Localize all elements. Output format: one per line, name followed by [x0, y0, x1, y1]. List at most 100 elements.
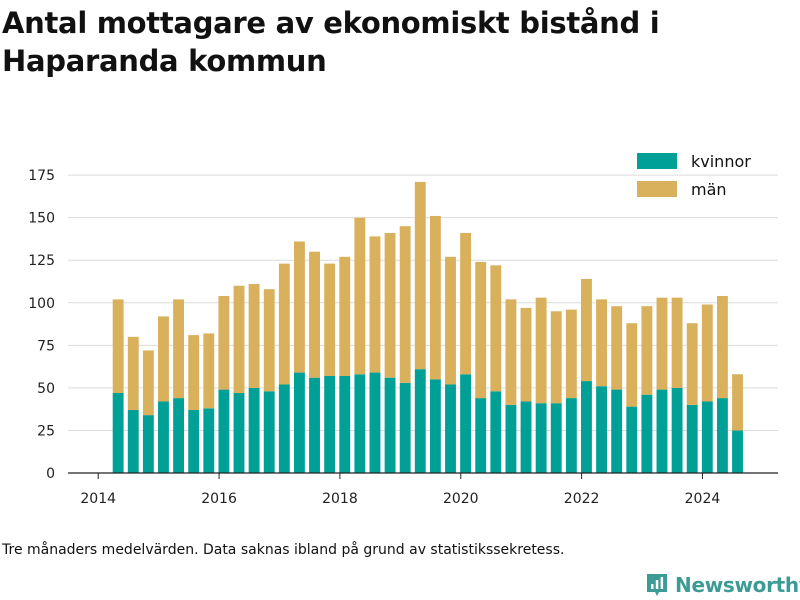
bar-män: [127, 336, 139, 411]
bar-män: [550, 311, 562, 404]
bar-kvinnor: [142, 415, 154, 473]
bar-män: [248, 284, 260, 388]
bar-kvinnor: [339, 375, 351, 473]
y-tick-label: 125: [28, 253, 55, 269]
bar-män: [429, 215, 441, 380]
bars: [112, 181, 743, 473]
axes: 0 25 50 75 100 125 150 175 2014 2016 2018 2020 2022 2…: [28, 168, 778, 507]
bar-kvinnor: [716, 398, 728, 473]
bar-kvinnor: [626, 406, 638, 473]
bar-män: [686, 323, 698, 405]
bar-kvinnor: [535, 403, 547, 473]
bar-män: [626, 323, 638, 407]
bar-män: [142, 350, 154, 416]
bar-kvinnor: [309, 377, 320, 473]
bar-män: [656, 297, 668, 390]
bar-kvinnor: [218, 389, 230, 473]
bar-män: [581, 278, 592, 382]
bar-män: [671, 297, 683, 388]
bar-män: [293, 241, 305, 373]
bar-kvinnor: [475, 398, 487, 473]
x-tick-label: 2018: [322, 491, 358, 507]
x-tick-label: 2020: [443, 491, 479, 507]
bar-kvinnor: [701, 401, 713, 473]
brand-logo: Newsworthy: [645, 570, 800, 600]
bar-män: [445, 256, 456, 385]
bar-män: [203, 333, 215, 409]
bar-män: [158, 316, 169, 402]
bar-kvinnor: [278, 384, 290, 473]
bar-kvinnor: [656, 389, 668, 473]
bar-kvinnor: [158, 401, 169, 473]
bar-män: [324, 263, 336, 376]
y-tick-label: 25: [37, 423, 55, 439]
y-tick-label: 75: [37, 338, 55, 354]
bar-män: [505, 299, 517, 405]
bar-kvinnor: [460, 374, 472, 473]
bar-kvinnor: [203, 408, 215, 473]
bar-kvinnor: [188, 410, 200, 473]
bar-män: [384, 232, 396, 378]
bar-män: [611, 306, 623, 390]
bar-kvinnor: [686, 404, 698, 473]
bar-män: [369, 236, 381, 373]
bar-kvinnor: [263, 391, 275, 473]
bar-män: [399, 226, 411, 383]
stacked-bar-chart: 0 25 50 75 100 125 150 175 2014 2016 2018 2020 2022 2…: [28, 152, 778, 507]
bar-kvinnor: [429, 379, 441, 473]
bar-kvinnor: [596, 386, 607, 473]
bar-kvinnor: [248, 387, 260, 473]
bar-män: [263, 289, 275, 392]
bar-kvinnor: [384, 377, 396, 473]
y-tick-label: 100: [28, 296, 55, 312]
bar-män: [354, 217, 366, 375]
footnote: Tre månaders medelvärden. Data saknas ib…: [2, 542, 565, 558]
bar-kvinnor: [293, 372, 305, 473]
newsworthy-logo-icon: [647, 574, 667, 596]
bar-kvinnor: [369, 372, 381, 473]
bar-kvinnor: [550, 403, 562, 473]
bar-kvinnor: [399, 382, 411, 473]
x-tick-label: 2016: [201, 491, 237, 507]
legend-swatch-kvinnor: [637, 153, 677, 169]
bar-män: [596, 299, 607, 387]
y-tick-label: 0: [46, 466, 55, 482]
bar-kvinnor: [173, 398, 185, 473]
bar-kvinnor: [641, 394, 653, 473]
bar-kvinnor: [520, 401, 532, 473]
bar-kvinnor: [127, 410, 139, 473]
bar-män: [490, 265, 502, 392]
bar-män: [460, 232, 472, 375]
bar-män: [218, 295, 230, 390]
bar-män: [112, 299, 124, 393]
bar-män: [233, 285, 245, 393]
bar-kvinnor: [233, 392, 245, 473]
bar-män: [535, 297, 547, 404]
x-tick-label: 2014: [80, 491, 116, 507]
bar-kvinnor: [324, 375, 336, 473]
legend-swatch-män: [637, 181, 677, 197]
y-tick-label: 175: [28, 168, 55, 184]
bar-kvinnor: [611, 389, 623, 473]
bar-män: [565, 309, 577, 399]
bar-kvinnor: [414, 369, 426, 473]
bar-män: [278, 263, 290, 385]
bar-män: [475, 261, 487, 399]
bar-män: [188, 335, 200, 411]
bar-kvinnor: [445, 384, 456, 473]
y-tick-label: 50: [37, 381, 55, 397]
bar-män: [339, 256, 351, 376]
bar-män: [641, 306, 653, 395]
bar-kvinnor: [581, 381, 592, 473]
x-tick-label: 2022: [564, 491, 600, 507]
bar-kvinnor: [112, 392, 124, 473]
y-tick-label: 150: [28, 211, 55, 227]
bar-män: [520, 307, 532, 402]
brand-name: Newsworthy: [675, 573, 800, 597]
x-tick-label: 2024: [685, 491, 721, 507]
bar-män: [716, 295, 728, 399]
bar-kvinnor: [354, 374, 366, 473]
legend: kvinnor män: [637, 152, 751, 199]
bar-män: [414, 181, 426, 370]
chart-title: Antal mottagare av ekonomiskt bistånd i …: [2, 6, 660, 78]
